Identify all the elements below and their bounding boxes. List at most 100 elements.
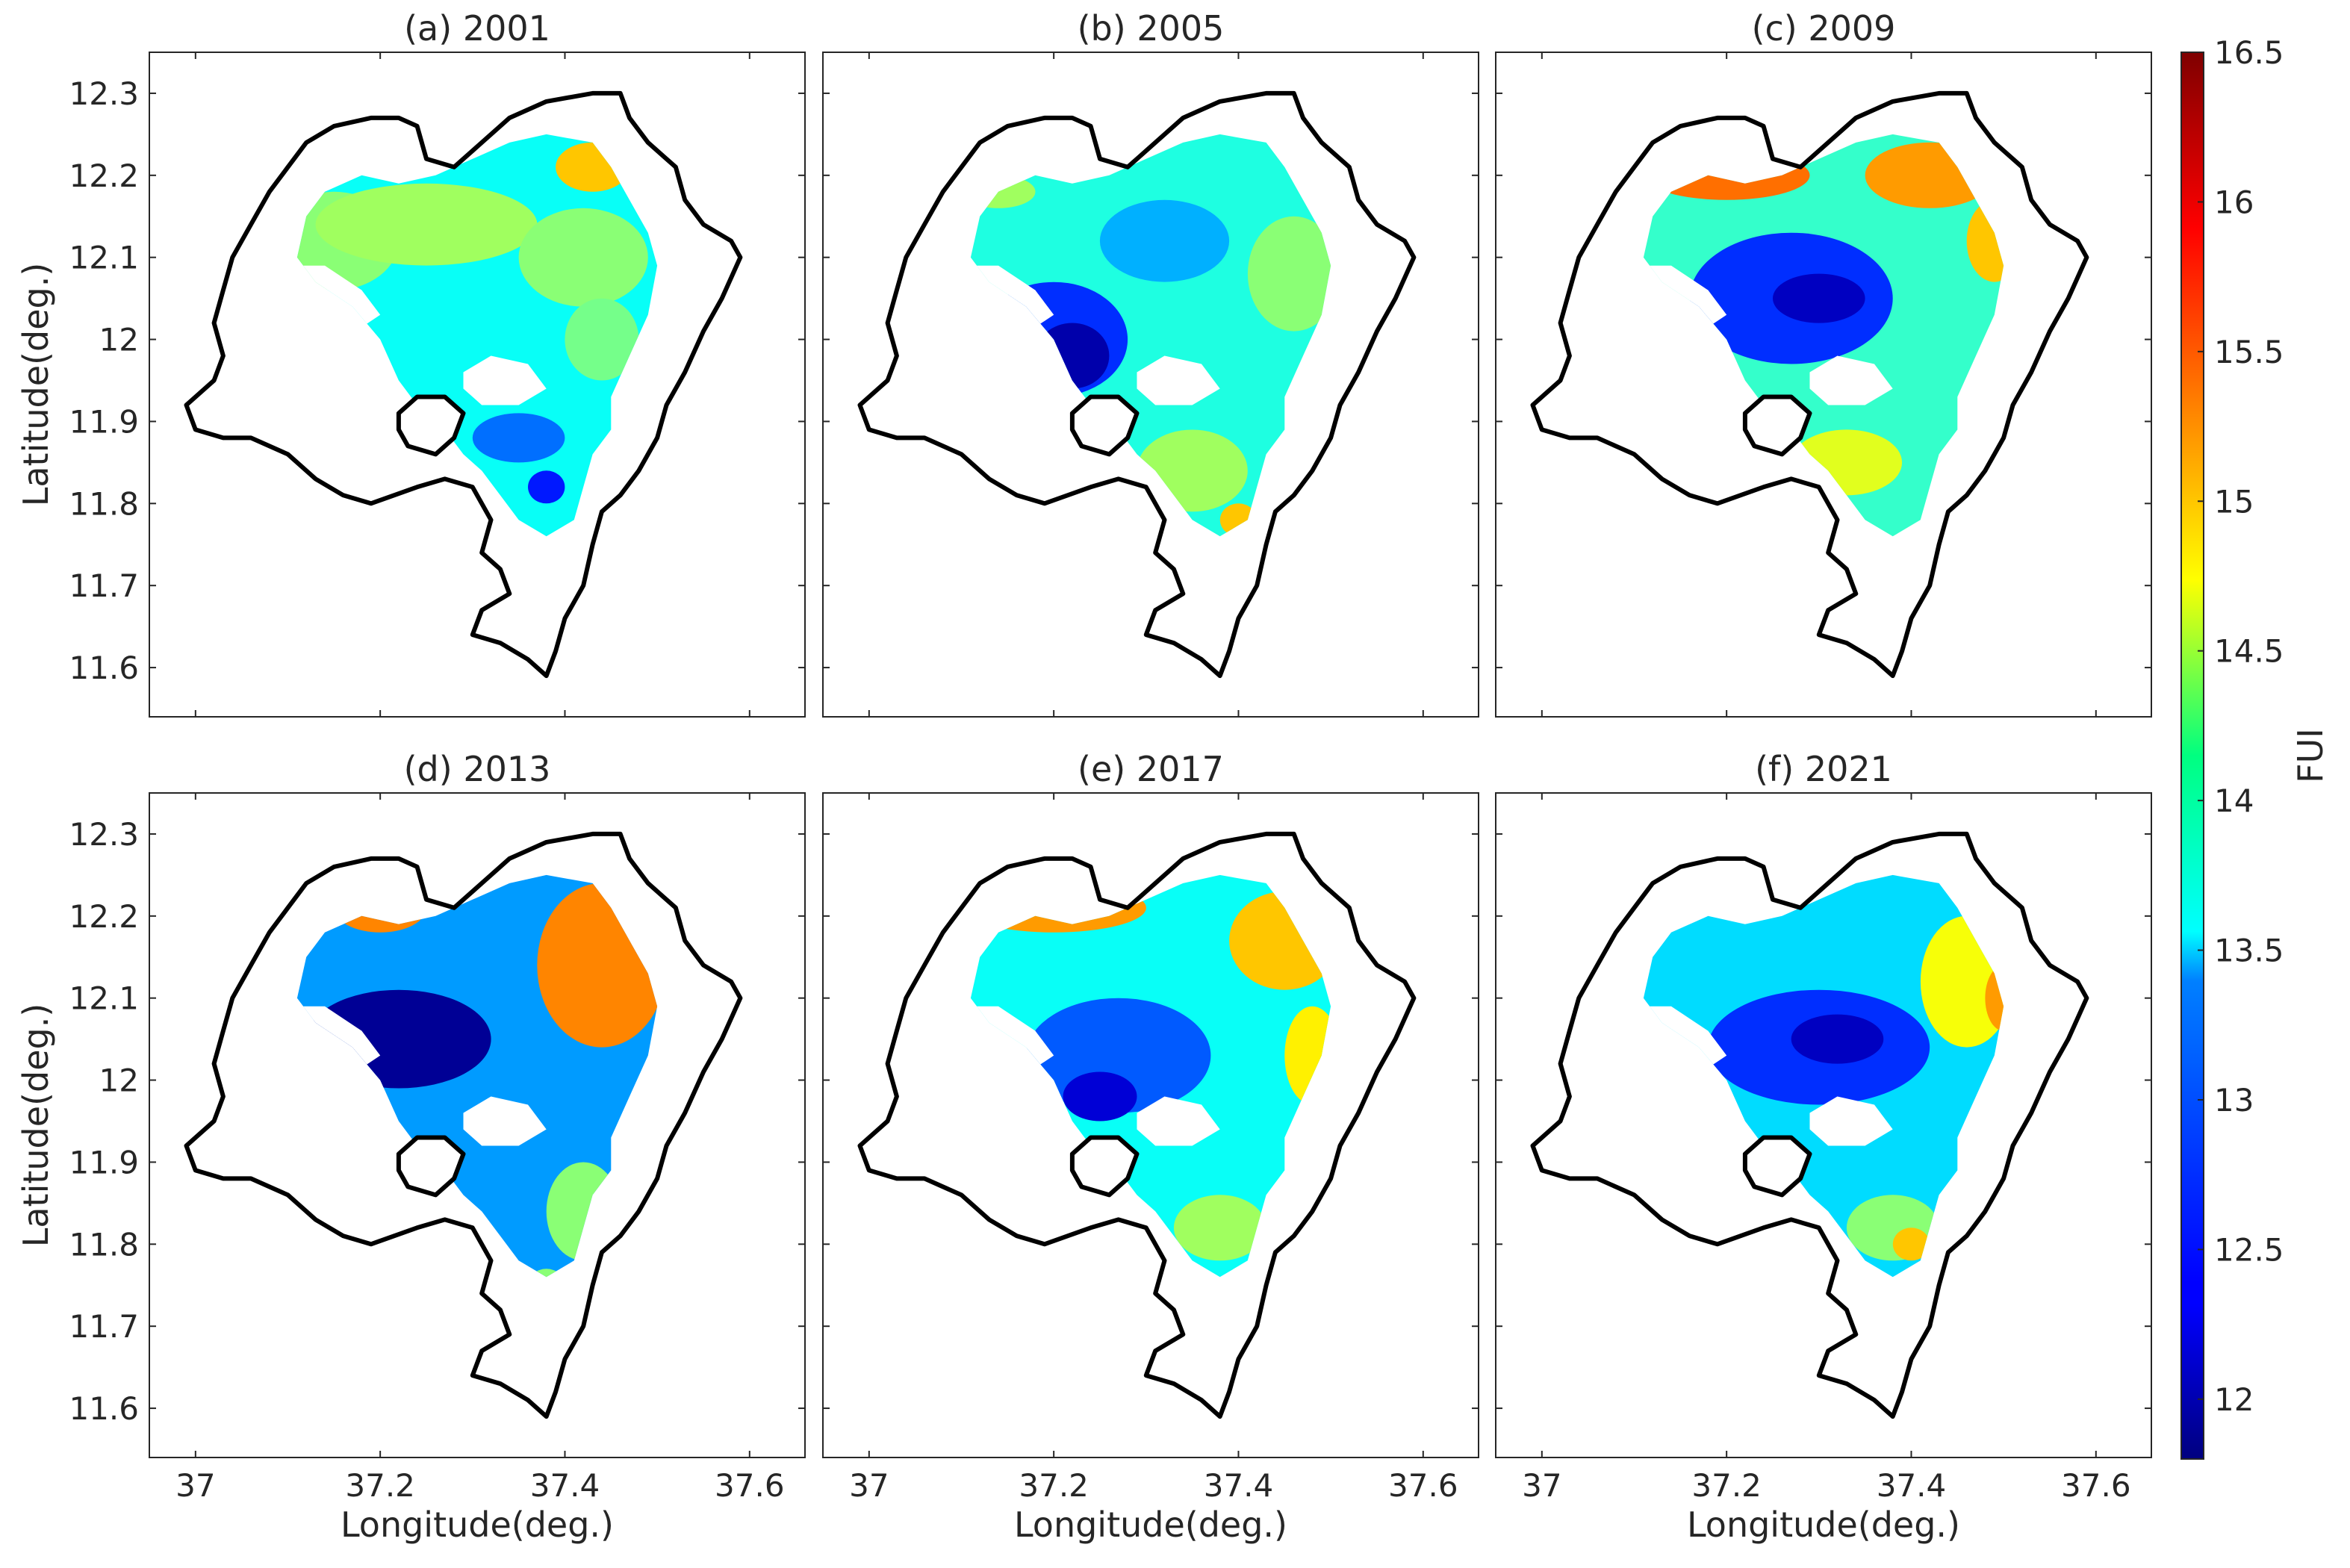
fui-region — [556, 142, 630, 192]
fui-region — [970, 175, 1036, 208]
panel-title: (f) 2021 — [1755, 749, 1892, 789]
fui-region — [1892, 1228, 1930, 1261]
panel-title: (b) 2005 — [1078, 8, 1225, 49]
no-data-gap — [1809, 355, 1893, 405]
colorbar-gradient — [2180, 52, 2204, 1460]
fui-region — [1210, 1318, 1247, 1351]
colorbar-tick-label: 16.5 — [2214, 34, 2284, 71]
x-tick-label: 37.2 — [345, 1467, 415, 1504]
fui-region — [1846, 1195, 1939, 1261]
axes-box — [822, 792, 1479, 1458]
y-tick-label: 12.3 — [69, 816, 139, 853]
y-tick-label: 12 — [99, 322, 139, 358]
fui-region — [657, 949, 694, 1015]
fui-region — [1247, 216, 1331, 332]
x-tick-label: 37.2 — [1691, 1467, 1762, 1504]
lake-outline — [1530, 90, 2089, 679]
fui-region — [334, 883, 426, 933]
y-tick-label: 12.1 — [69, 980, 139, 1017]
y-tick-label: 12.3 — [69, 75, 139, 112]
y-axis-label: Latitude(deg.) — [16, 1004, 56, 1248]
map-panel: (e) 2017 37 37.2 37.4 37.6 Longitude(deg.) — [822, 749, 1479, 1545]
map-panel: (b) 2005 — [822, 8, 1479, 718]
fui-region — [1791, 1014, 1884, 1064]
lake-outline — [857, 831, 1417, 1419]
x-tick-label: 37 — [1522, 1467, 1561, 1504]
colorbar-tick-label: 14 — [2214, 783, 2254, 819]
colorbar-tick-label: 15.5 — [2214, 334, 2284, 370]
fui-region — [528, 470, 565, 504]
island-outline — [1069, 394, 1140, 457]
map-panel: (f) 2021 37 37.2 37.4 37.6 Longitude(deg.) — [1495, 749, 2152, 1545]
lake-outline — [184, 90, 743, 679]
colorbar: 12 12.5 13 13.5 14 14.5 15 15.5 16 16.5 FUI — [2180, 34, 2331, 1460]
island-outline — [1742, 1135, 1812, 1198]
y-axis-label: Latitude(deg.) — [16, 263, 56, 507]
fui-region — [1883, 553, 1920, 585]
x-tick-label: 37.4 — [1204, 1467, 1274, 1504]
y-tick-label: 11.6 — [69, 1390, 139, 1427]
panel-title: (d) 2013 — [404, 749, 551, 789]
colorbar-tick-label: 14.5 — [2214, 633, 2284, 670]
y-tick-label: 12.2 — [69, 898, 139, 935]
y-tick-label: 11.7 — [69, 567, 139, 604]
x-tick-label: 37.2 — [1019, 1467, 1089, 1504]
y-tick-label: 12.1 — [69, 240, 139, 276]
colorbar-label: FUI — [2290, 728, 2331, 783]
fui-region — [1229, 891, 1331, 990]
y-tick-label: 11.8 — [69, 1226, 139, 1263]
fui-region — [970, 883, 1146, 933]
x-tick-label: 37.6 — [2061, 1467, 2131, 1504]
island-outline — [1742, 394, 1812, 457]
fui-region — [1063, 1071, 1137, 1121]
fui-region — [1966, 199, 2004, 282]
fui-region — [1219, 503, 1258, 537]
lake-outline — [857, 90, 1417, 679]
map-panel: (d) 2013 37 37.2 37.4 37.6 11.6 11.7 11.8 11.9 12… — [16, 749, 806, 1545]
no-data-gap — [1809, 1096, 1893, 1146]
map-panel: (c) 2009 — [1495, 8, 2152, 718]
island-outline — [396, 394, 466, 457]
panels-layer: (a) 2001 11.6 11.7 11.8 11.9 12 12.1 12.2 12.3 La… — [16, 8, 2152, 1545]
x-tick-label: 37.6 — [715, 1467, 785, 1504]
fui-region — [537, 883, 658, 1048]
x-tick-label: 37 — [175, 1467, 215, 1504]
fui-region — [1099, 199, 1230, 282]
fui-region — [528, 1269, 565, 1278]
axes-box — [1495, 792, 2152, 1458]
panel-title: (e) 2017 — [1078, 749, 1224, 789]
y-tick-label: 11.7 — [69, 1308, 139, 1345]
fui-region — [1643, 150, 1810, 200]
x-axis-label: Longitude(deg.) — [1014, 1505, 1287, 1545]
no-data-gap — [1137, 355, 1220, 405]
fui-region — [1883, 1310, 1920, 1343]
colorbar-tick-label: 16 — [2214, 184, 2254, 220]
x-tick-label: 37.4 — [1877, 1467, 1947, 1504]
x-tick-label: 37 — [849, 1467, 889, 1504]
x-axis-label: Longitude(deg.) — [341, 1505, 614, 1545]
y-tick-label: 11.9 — [69, 1144, 139, 1180]
y-tick-label: 11.6 — [69, 650, 139, 686]
fui-region — [315, 183, 538, 266]
x-tick-label: 37.4 — [530, 1467, 600, 1504]
y-tick-label: 11.8 — [69, 485, 139, 522]
fui-region — [518, 208, 648, 307]
axes-box — [149, 52, 806, 718]
x-axis-label: Longitude(deg.) — [1687, 1505, 1960, 1545]
axes-box — [822, 52, 1479, 718]
axes-box — [149, 792, 806, 1458]
fui-region — [1865, 142, 1995, 208]
colorbar-tick-label: 13.5 — [2214, 933, 2284, 969]
colorbar-ticks: 12 12.5 13 13.5 14 14.5 15 15.5 16 16.5 — [2198, 34, 2284, 1418]
lake-outline — [1530, 831, 2089, 1419]
fui-region — [1643, 150, 1671, 184]
fui-region — [1773, 273, 1865, 323]
colorbar-tick-label: 13 — [2214, 1082, 2254, 1119]
island-outline — [396, 1135, 466, 1198]
fui-region — [1173, 1195, 1266, 1261]
colorbar-tick-label: 12 — [2214, 1381, 2254, 1418]
map-panel: (a) 2001 11.6 11.7 11.8 11.9 12 12.1 12.2 12.3 La… — [16, 8, 806, 718]
colorbar-tick-label: 15 — [2214, 483, 2254, 520]
y-tick-label: 12.2 — [69, 158, 139, 194]
